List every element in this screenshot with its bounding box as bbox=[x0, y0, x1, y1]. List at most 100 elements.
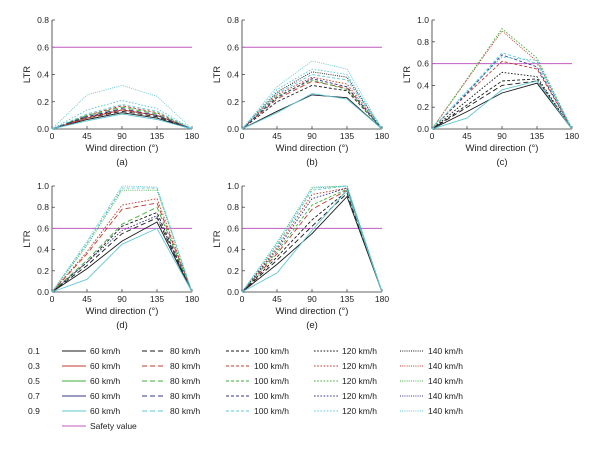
x-tick-label: 45 bbox=[272, 294, 282, 304]
y-tick-label: 1.0 bbox=[417, 15, 429, 25]
x-tick-label: 135 bbox=[150, 131, 164, 141]
series-line bbox=[241, 195, 383, 293]
legend: 0.1 60 km/h 80 km/h 100 km/h 120 km/h 140 km/… bbox=[28, 346, 463, 431]
series-line bbox=[51, 221, 193, 293]
series-line bbox=[431, 71, 573, 130]
x-tick-label: 45 bbox=[272, 131, 282, 141]
y-tick-label: 0.6 bbox=[227, 223, 239, 233]
legend-speed-label: 60 km/h bbox=[90, 346, 121, 356]
x-axis-label: Wind direction (°) bbox=[86, 143, 159, 154]
y-tick-label: 0.0 bbox=[227, 287, 239, 297]
y-tick-label: 0.0 bbox=[417, 124, 429, 134]
legend-speed-label: 120 km/h bbox=[342, 376, 377, 386]
y-axis-label: LTR bbox=[22, 230, 33, 247]
panel-caption: (a) bbox=[116, 157, 128, 168]
x-axis-label: Wind direction (°) bbox=[466, 143, 539, 154]
series-line bbox=[431, 60, 573, 130]
legend-speed-label: 60 km/h bbox=[90, 361, 121, 371]
x-tick-label: 0 bbox=[50, 131, 55, 141]
legend-speed-label: 80 km/h bbox=[170, 346, 201, 356]
series-line bbox=[241, 190, 383, 293]
series-line bbox=[241, 68, 383, 130]
series-line bbox=[51, 185, 193, 293]
y-tick-label: 0.2 bbox=[37, 266, 49, 276]
x-tick-label: 0 bbox=[240, 131, 245, 141]
legend-group-label: 0.3 bbox=[28, 361, 40, 371]
y-axis-label: LTR bbox=[212, 230, 223, 247]
legend-speed-label: 120 km/h bbox=[342, 406, 377, 416]
series-line bbox=[51, 106, 193, 130]
legend-speed-label: 60 km/h bbox=[90, 391, 121, 401]
series-line bbox=[51, 187, 193, 293]
legend-speed-label: 140 km/h bbox=[428, 391, 463, 401]
series-line bbox=[51, 198, 193, 293]
series-line bbox=[431, 78, 573, 130]
x-tick-label: 90 bbox=[117, 131, 127, 141]
series-line bbox=[241, 94, 383, 130]
y-tick-label: 1.0 bbox=[37, 181, 49, 191]
x-tick-label: 45 bbox=[82, 131, 92, 141]
y-tick-label: 0.2 bbox=[227, 97, 239, 107]
legend-speed-label: 60 km/h bbox=[90, 406, 121, 416]
x-axis-label: Wind direction (°) bbox=[276, 306, 349, 317]
legend-group-label: 0.9 bbox=[28, 406, 40, 416]
series-line bbox=[431, 82, 573, 130]
series-line bbox=[431, 28, 573, 130]
series-line bbox=[241, 78, 383, 130]
x-tick-label: 135 bbox=[150, 294, 164, 304]
panel-caption: (b) bbox=[306, 157, 318, 168]
legend-group-label: 0.1 bbox=[28, 346, 40, 356]
y-tick-label: 0.6 bbox=[37, 223, 49, 233]
series-line bbox=[51, 211, 193, 293]
legend-speed-label: 120 km/h bbox=[342, 361, 377, 371]
y-tick-label: 0.2 bbox=[417, 102, 429, 112]
series-line bbox=[241, 187, 383, 293]
legend-speed-label: 60 km/h bbox=[90, 376, 121, 386]
series-line bbox=[431, 54, 573, 130]
legend-safety-label: Safety value bbox=[90, 421, 137, 431]
x-tick-label: 135 bbox=[530, 131, 544, 141]
x-tick-label: 180 bbox=[375, 131, 389, 141]
x-tick-label: 90 bbox=[307, 294, 317, 304]
series-line bbox=[431, 30, 573, 130]
legend-speed-label: 120 km/h bbox=[342, 391, 377, 401]
legend-speed-label: 100 km/h bbox=[254, 346, 289, 356]
series-line bbox=[241, 80, 383, 130]
y-tick-label: 0.0 bbox=[227, 124, 239, 134]
y-axis-label: LTR bbox=[212, 66, 223, 83]
series-line bbox=[241, 188, 383, 293]
legend-speed-label: 100 km/h bbox=[254, 361, 289, 371]
y-axis-label: LTR bbox=[22, 66, 33, 83]
series-line bbox=[51, 206, 193, 293]
series-line bbox=[51, 112, 193, 130]
series-line bbox=[51, 189, 193, 293]
legend-speed-label: 80 km/h bbox=[170, 391, 201, 401]
legend-group-label: 0.5 bbox=[28, 376, 40, 386]
panel-caption: (c) bbox=[496, 157, 507, 168]
series-line bbox=[431, 56, 573, 130]
x-axis-label: Wind direction (°) bbox=[276, 143, 349, 154]
series-line bbox=[241, 185, 383, 293]
y-tick-label: 0.2 bbox=[227, 266, 239, 276]
series-line bbox=[241, 192, 383, 293]
x-tick-label: 135 bbox=[340, 131, 354, 141]
y-tick-label: 0.4 bbox=[227, 70, 239, 80]
x-axis-label: Wind direction (°) bbox=[86, 306, 159, 317]
series-line bbox=[241, 185, 383, 293]
legend-speed-label: 140 km/h bbox=[428, 376, 463, 386]
series-line bbox=[241, 84, 383, 130]
x-tick-label: 45 bbox=[82, 294, 92, 304]
series-line bbox=[51, 217, 193, 293]
series-line bbox=[241, 74, 383, 130]
series-line bbox=[51, 113, 193, 130]
legend-speed-label: 100 km/h bbox=[254, 376, 289, 386]
x-tick-label: 135 bbox=[340, 294, 354, 304]
chart-panel-1: 0.0 0.2 0.4 0.6 0.8 0 45 90 135 180 LTR Wind direct… bbox=[22, 15, 199, 168]
panel-caption: (e) bbox=[306, 320, 318, 331]
y-tick-label: 0.6 bbox=[417, 59, 429, 69]
chart-panel-3: 0.0 0.2 0.4 0.6 0.8 1.0 0 45 90 135 180 LTR Wind dir… bbox=[402, 15, 579, 168]
series-line bbox=[241, 71, 383, 130]
y-tick-label: 0.8 bbox=[227, 202, 239, 212]
series-line bbox=[51, 99, 193, 130]
series-line bbox=[51, 108, 193, 130]
